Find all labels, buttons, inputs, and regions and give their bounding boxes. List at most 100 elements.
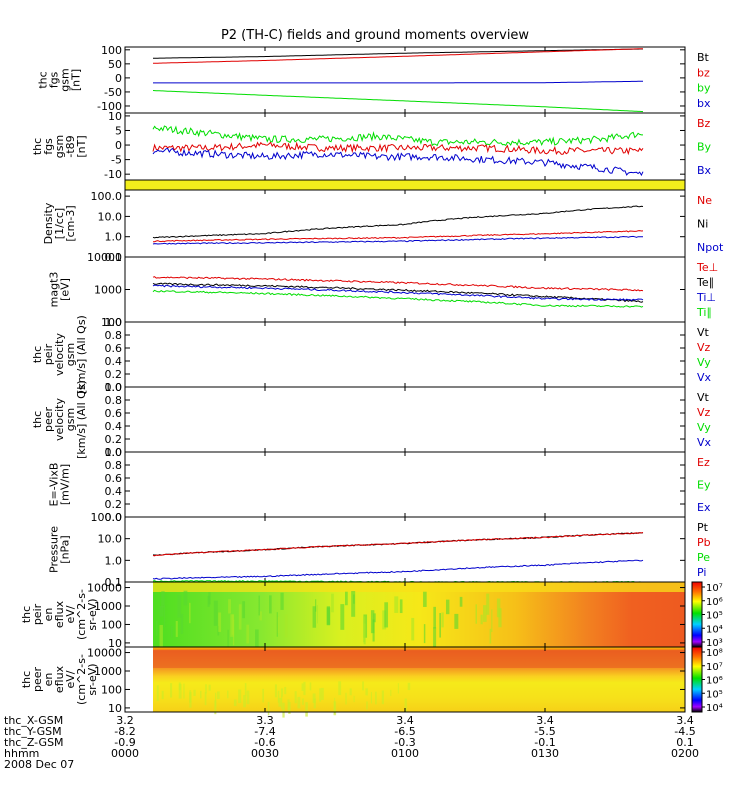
heatmap-texture bbox=[246, 690, 250, 705]
y-axis-label: fgs bbox=[48, 71, 61, 88]
y-tick-label: 0.0 bbox=[105, 511, 123, 524]
y-axis-label: peer bbox=[42, 407, 55, 433]
series-line-Ni bbox=[152, 205, 644, 239]
y-axis-label: [cm-3] bbox=[64, 205, 77, 241]
y-tick-label: 1000 bbox=[94, 600, 122, 613]
heatmap-texture bbox=[262, 688, 264, 703]
y-axis-label: [nT] bbox=[75, 135, 88, 157]
heatmap-texture bbox=[258, 595, 260, 616]
heatmap-texture bbox=[183, 590, 188, 606]
panel-frame bbox=[124, 451, 686, 518]
heatmap-gap bbox=[125, 582, 153, 647]
series-line-Npot bbox=[152, 235, 643, 245]
x-tick-label: -4.5 bbox=[674, 725, 695, 738]
heatmap-texture bbox=[301, 683, 304, 691]
heatmap-texture bbox=[303, 681, 306, 696]
heatmap-texture bbox=[276, 612, 278, 637]
heatmap-texture bbox=[282, 702, 285, 718]
heatmap-texture bbox=[454, 613, 459, 629]
colorbar bbox=[691, 581, 703, 648]
y-axis-label: Density bbox=[42, 202, 55, 244]
y-axis-label: peir bbox=[42, 343, 55, 365]
y-axis-label: E=-VixB bbox=[48, 463, 61, 507]
heatmap-texture bbox=[159, 624, 163, 651]
heatmap-texture bbox=[475, 604, 478, 624]
y-tick-label: 1.0 bbox=[105, 446, 123, 459]
heatmap-texture bbox=[423, 624, 426, 644]
y-axis-label: thc bbox=[37, 71, 50, 88]
y-tick-label: -5 bbox=[111, 154, 122, 167]
series-line-Bz bbox=[152, 141, 644, 156]
x-row-label: hhmm bbox=[4, 747, 39, 760]
y-tick-label: 0.2 bbox=[105, 498, 123, 511]
series-line-Ne bbox=[153, 230, 644, 243]
y-tick-label: 0.0 bbox=[105, 446, 123, 459]
y-tick-label: 100 bbox=[101, 316, 122, 329]
y-axis-label: eflux bbox=[53, 600, 66, 628]
heatmap-texture bbox=[161, 690, 164, 700]
heatmap-hot-band bbox=[153, 650, 685, 668]
y-axis-label: thc bbox=[31, 346, 44, 363]
y-tick-label: 0.4 bbox=[105, 420, 123, 433]
x-tick-label: -5.5 bbox=[534, 725, 555, 738]
heatmap-texture bbox=[404, 698, 407, 712]
heatmap-texture bbox=[362, 681, 364, 691]
heatmap-texture bbox=[159, 605, 164, 617]
panel-peir_velocity: 1.00.80.60.40.20.0thcpeirvelocitygsm[km/… bbox=[31, 315, 712, 394]
heatmap-texture bbox=[345, 591, 348, 606]
legend-entry-Ne: Ne bbox=[697, 194, 712, 207]
x-tick-label: 0000 bbox=[111, 747, 139, 760]
heatmap-texture bbox=[178, 683, 182, 699]
x-row-label: thc_Z-GSM bbox=[4, 736, 64, 749]
heatmap-texture bbox=[498, 608, 502, 628]
heatmap-texture bbox=[255, 629, 259, 652]
y-tick-label: 0 bbox=[115, 72, 122, 85]
heatmap-texture bbox=[200, 690, 202, 699]
y-tick-label: 100 bbox=[101, 683, 122, 696]
heatmap-texture bbox=[218, 612, 222, 632]
x-tick-label: 3.4 bbox=[396, 714, 414, 727]
heatmap-texture bbox=[180, 613, 184, 634]
colorbar-tick-label: 10⁸ bbox=[706, 648, 723, 659]
y-axis-label: gsm bbox=[53, 135, 66, 158]
panel-frame bbox=[124, 321, 686, 388]
heatmap-texture bbox=[277, 690, 280, 703]
heatmap-gap bbox=[125, 647, 153, 712]
legend-entry-Pe: Pe bbox=[697, 551, 710, 564]
series-line-Te⊥ bbox=[152, 276, 644, 292]
y-tick-label: 0.8 bbox=[105, 329, 123, 342]
y-axis-label: [nPa] bbox=[59, 535, 72, 563]
panel-frame bbox=[124, 112, 686, 181]
y-axis-label: [1/cc] bbox=[53, 208, 66, 239]
legend-entry-by: by bbox=[697, 82, 711, 95]
y-tick-label: 0.8 bbox=[105, 459, 123, 472]
heatmap-texture bbox=[280, 688, 284, 697]
legend-entry-By: By bbox=[697, 141, 712, 154]
heatmap-texture bbox=[351, 591, 356, 617]
x-tick-label: 3.2 bbox=[116, 714, 134, 727]
y-tick-label: 1000 bbox=[94, 665, 122, 678]
heatmap-texture bbox=[486, 593, 490, 615]
heatmap-texture bbox=[244, 683, 247, 696]
y-axis-label: en bbox=[42, 608, 55, 622]
heatmap-texture bbox=[215, 692, 217, 707]
legend-entry-Bx: Bx bbox=[697, 164, 712, 177]
legend-entry-Vz: Vz bbox=[697, 406, 711, 419]
heatmap-texture bbox=[259, 611, 262, 621]
heatmap-ion-spectrogram bbox=[153, 582, 685, 647]
chart-title: P2 (TH-C) fields and ground moments over… bbox=[220, 28, 530, 43]
heatmap-texture bbox=[316, 605, 318, 624]
heatmap-texture bbox=[483, 605, 487, 622]
heatmap-texture bbox=[177, 595, 182, 618]
x-tick-label: 0200 bbox=[671, 747, 699, 760]
heatmap-texture bbox=[193, 689, 196, 696]
heatmap-texture bbox=[349, 688, 352, 696]
series-line-Ti∥ bbox=[152, 289, 644, 308]
y-axis-label: [eV] bbox=[59, 278, 72, 301]
heatmap-texture bbox=[397, 683, 399, 694]
heatmap-texture bbox=[294, 691, 297, 704]
heatmap-texture bbox=[340, 604, 345, 630]
y-axis-label: gsm bbox=[64, 408, 77, 431]
legend-entry-Pb: Pb bbox=[697, 536, 711, 549]
x-tick-label: 3.3 bbox=[256, 714, 274, 727]
